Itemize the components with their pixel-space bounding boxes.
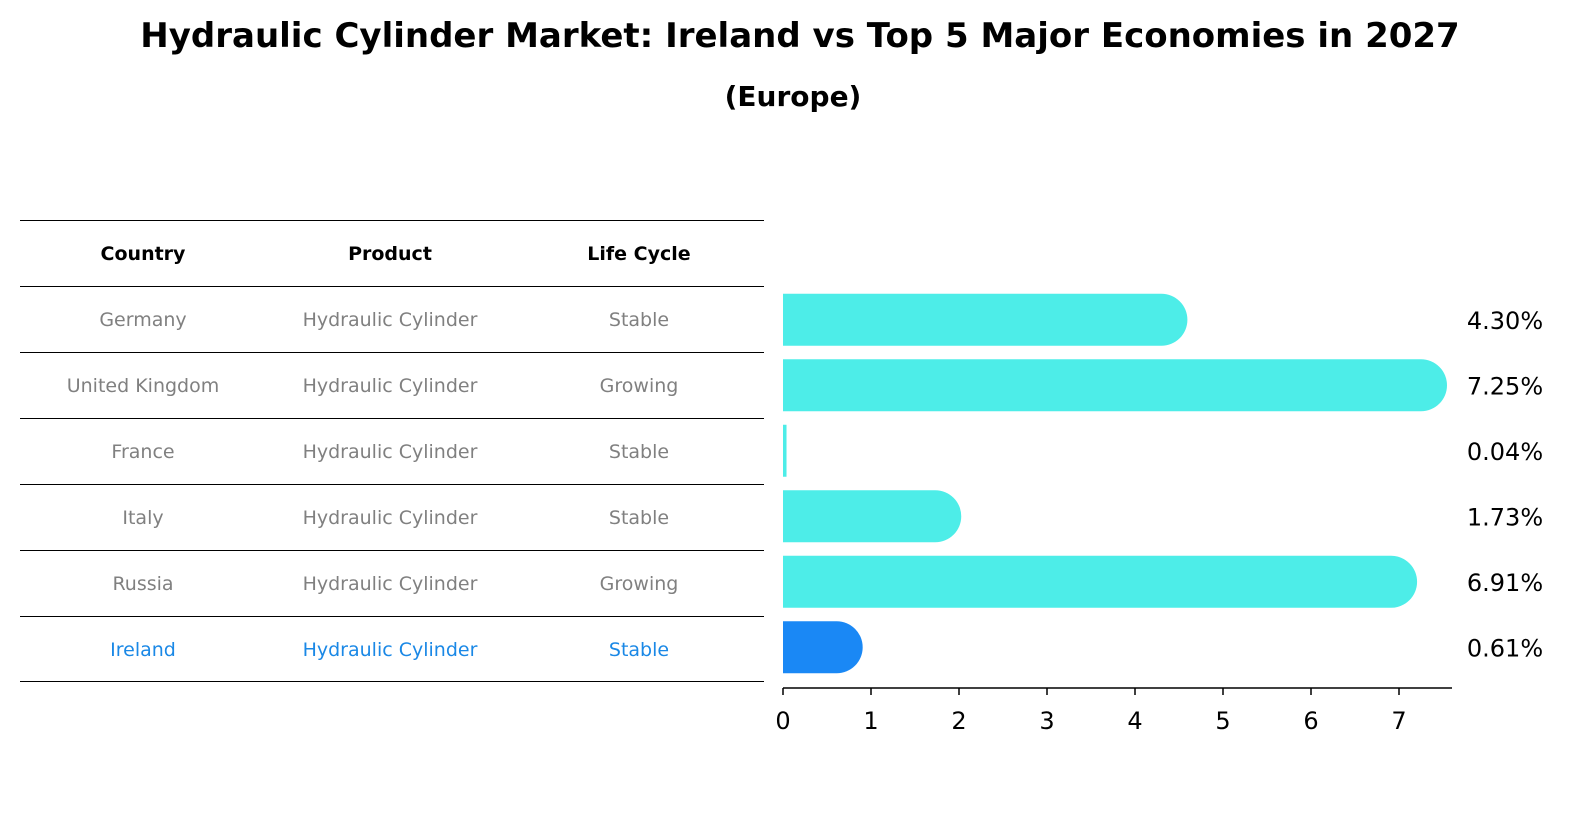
cell-product: Hydraulic Cylinder <box>302 375 478 397</box>
cell-life-cycle: Stable <box>608 639 670 661</box>
x-tick-label: 2 <box>951 707 966 735</box>
x-tick-label: 1 <box>863 707 878 735</box>
cell-life-cycle: Stable <box>608 507 670 529</box>
table-row: Italy Hydraulic Cylinder Stable <box>20 484 764 550</box>
data-label: 4.30% <box>1467 307 1543 335</box>
cell-product: Hydraulic Cylinder <box>302 573 478 595</box>
table-row: Russia Hydraulic Cylinder Growing <box>20 550 764 616</box>
table-header-row: Country Product Life Cycle <box>20 220 764 286</box>
cell-product: Hydraulic Cylinder <box>302 639 478 661</box>
cell-product: Hydraulic Cylinder <box>302 309 478 331</box>
cell-life-cycle: Growing <box>599 573 679 595</box>
cell-country: United Kingdom <box>66 375 220 397</box>
table-row-highlighted: Ireland Hydraulic Cylinder Stable <box>20 616 764 682</box>
bar-germany <box>783 293 1188 346</box>
cell-country: France <box>111 441 175 463</box>
bar-ireland <box>783 621 863 674</box>
bar-russia <box>783 555 1418 608</box>
bar-italy <box>783 490 962 543</box>
x-tick-label: 7 <box>1391 707 1406 735</box>
cell-life-cycle: Growing <box>599 375 679 397</box>
table-row: Germany Hydraulic Cylinder Stable <box>20 286 764 352</box>
cell-life-cycle: Stable <box>608 441 670 463</box>
chart-title: Hydraulic Cylinder Market: Ireland vs To… <box>140 16 1460 56</box>
x-tick-label: 5 <box>1215 707 1230 735</box>
data-table: Country Product Life Cycle Germany Hydra… <box>20 220 764 682</box>
data-label: 7.25% <box>1467 372 1543 400</box>
cell-country: Russia <box>112 573 174 595</box>
cell-country: Italy <box>122 507 164 529</box>
chart-subtitle: (Europe) <box>724 80 862 113</box>
data-label: 1.73% <box>1467 503 1543 531</box>
table-row: France Hydraulic Cylinder Stable <box>20 418 764 484</box>
x-tick-label: 6 <box>1303 707 1318 735</box>
cell-country: Germany <box>99 309 187 331</box>
header-product: Product <box>348 243 432 265</box>
data-label: 0.04% <box>1467 438 1543 466</box>
bar-united-kingdom <box>783 359 1447 412</box>
bar-france <box>783 424 787 477</box>
cell-country: Ireland <box>110 639 176 661</box>
cell-product: Hydraulic Cylinder <box>302 441 478 463</box>
x-tick-label: 4 <box>1127 707 1142 735</box>
x-tick-label: 3 <box>1039 707 1054 735</box>
data-label: 6.91% <box>1467 569 1543 597</box>
cell-product: Hydraulic Cylinder <box>302 507 478 529</box>
header-country: Country <box>100 243 186 265</box>
header-life-cycle: Life Cycle <box>587 243 691 265</box>
data-label: 0.61% <box>1467 634 1543 662</box>
x-tick-label: 0 <box>775 707 790 735</box>
table-row: United Kingdom Hydraulic Cylinder Growin… <box>20 352 764 418</box>
cell-life-cycle: Stable <box>608 309 670 331</box>
